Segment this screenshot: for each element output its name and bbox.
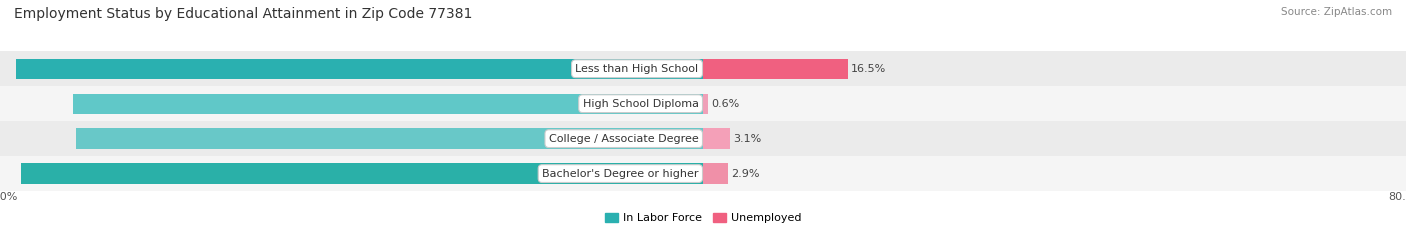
Text: College / Associate Degree: College / Associate Degree (548, 134, 699, 144)
Text: 71.7%: 71.7% (686, 99, 724, 109)
Bar (76, 129, 703, 149)
Text: 2.9%: 2.9% (731, 169, 759, 178)
Text: 16.5%: 16.5% (851, 64, 886, 74)
Text: Less than High School: Less than High School (575, 64, 699, 74)
Bar (0, 51, 703, 86)
Text: 78.2%: 78.2% (686, 64, 724, 74)
Bar (73, 93, 703, 114)
Bar (703, 86, 1406, 121)
Text: 77.6%: 77.6% (686, 169, 724, 178)
Bar (0, 121, 703, 156)
Text: 3.1%: 3.1% (733, 134, 761, 144)
Text: Bachelor's Degree or higher: Bachelor's Degree or higher (543, 169, 699, 178)
Legend: In Labor Force, Unemployed: In Labor Force, Unemployed (600, 208, 806, 227)
Bar (0, 86, 703, 121)
Bar (15, 59, 703, 79)
Bar (703, 156, 1406, 191)
Bar (21, 164, 703, 184)
Text: Source: ZipAtlas.com: Source: ZipAtlas.com (1281, 7, 1392, 17)
Bar (703, 129, 730, 149)
Bar (703, 51, 1406, 86)
Bar (703, 93, 709, 114)
Bar (703, 164, 728, 184)
Text: High School Diploma: High School Diploma (582, 99, 699, 109)
Bar (0, 156, 703, 191)
Text: 71.3%: 71.3% (686, 134, 724, 144)
Text: Employment Status by Educational Attainment in Zip Code 77381: Employment Status by Educational Attainm… (14, 7, 472, 21)
Text: 0.6%: 0.6% (711, 99, 740, 109)
Bar (703, 121, 1406, 156)
Bar (703, 59, 848, 79)
